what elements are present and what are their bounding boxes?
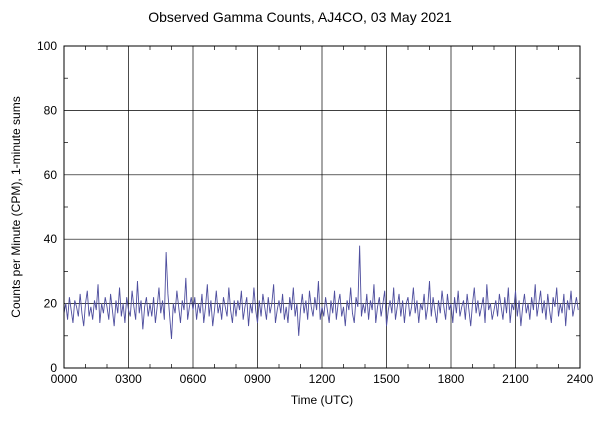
- x-tick-label: 1500: [373, 372, 400, 386]
- y-tick-label: 40: [44, 232, 58, 246]
- y-tick-label: 100: [37, 39, 57, 53]
- x-axis-label: Time (UTC): [291, 393, 353, 407]
- y-tick-label: 0: [50, 361, 57, 375]
- y-tick-label: 20: [44, 297, 58, 311]
- y-tick-label: 60: [44, 168, 58, 182]
- x-tick-label: 1800: [438, 372, 465, 386]
- x-tick-label: 0900: [244, 372, 271, 386]
- chart-title: Observed Gamma Counts, AJ4CO, 03 May 202…: [148, 9, 452, 25]
- plot-border: [63, 45, 581, 369]
- x-tick-label: 1200: [309, 372, 336, 386]
- tick-labels-group: 0000 0300 0600 0900 1200 1500 1800 2100 2400 0 20 4…: [37, 39, 594, 386]
- gamma-series-line: [63, 245, 579, 340]
- x-tick-label: 0600: [180, 372, 207, 386]
- x-tick-label: 2100: [502, 372, 529, 386]
- x-tick-label: 0300: [115, 372, 142, 386]
- x-tick-label: 2400: [567, 372, 594, 386]
- x-tick-label: 0000: [51, 372, 78, 386]
- series-group: [63, 245, 579, 340]
- y-axis-label: Counts per Minute (CPM), 1-minute sums: [9, 96, 23, 317]
- minor-ticks-group: [64, 46, 580, 368]
- y-tick-label: 80: [44, 103, 58, 117]
